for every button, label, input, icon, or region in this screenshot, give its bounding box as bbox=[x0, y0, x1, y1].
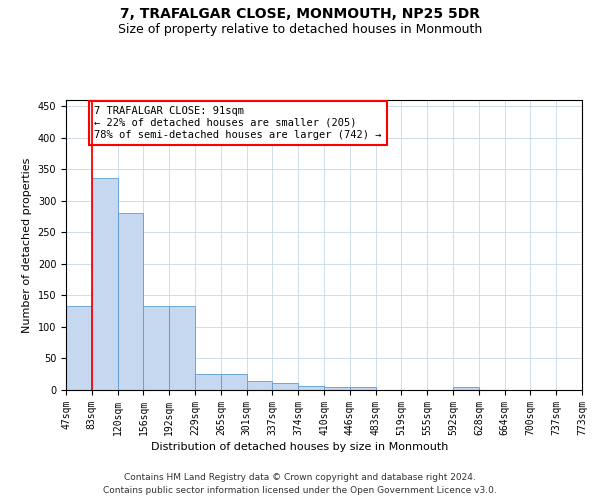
Bar bbox=[247, 380, 272, 390]
Bar bbox=[221, 374, 247, 390]
Bar bbox=[298, 386, 324, 390]
Text: Contains HM Land Registry data © Crown copyright and database right 2024.: Contains HM Land Registry data © Crown c… bbox=[124, 472, 476, 482]
Text: Size of property relative to detached houses in Monmouth: Size of property relative to detached ho… bbox=[118, 22, 482, 36]
Text: 7 TRAFALGAR CLOSE: 91sqm
← 22% of detached houses are smaller (205)
78% of semi-: 7 TRAFALGAR CLOSE: 91sqm ← 22% of detach… bbox=[94, 106, 382, 140]
Bar bbox=[324, 387, 350, 390]
Text: Distribution of detached houses by size in Monmouth: Distribution of detached houses by size … bbox=[151, 442, 449, 452]
Bar bbox=[272, 383, 298, 390]
Bar bbox=[92, 178, 118, 390]
Text: Contains public sector information licensed under the Open Government Licence v3: Contains public sector information licen… bbox=[103, 486, 497, 495]
Bar bbox=[454, 388, 479, 390]
Bar bbox=[118, 213, 143, 390]
Text: 7, TRAFALGAR CLOSE, MONMOUTH, NP25 5DR: 7, TRAFALGAR CLOSE, MONMOUTH, NP25 5DR bbox=[120, 8, 480, 22]
Bar bbox=[196, 374, 221, 390]
Bar bbox=[66, 306, 92, 390]
Y-axis label: Number of detached properties: Number of detached properties bbox=[22, 158, 32, 332]
Bar bbox=[169, 306, 196, 390]
Bar bbox=[350, 388, 376, 390]
Bar bbox=[143, 306, 169, 390]
Bar bbox=[582, 388, 600, 390]
